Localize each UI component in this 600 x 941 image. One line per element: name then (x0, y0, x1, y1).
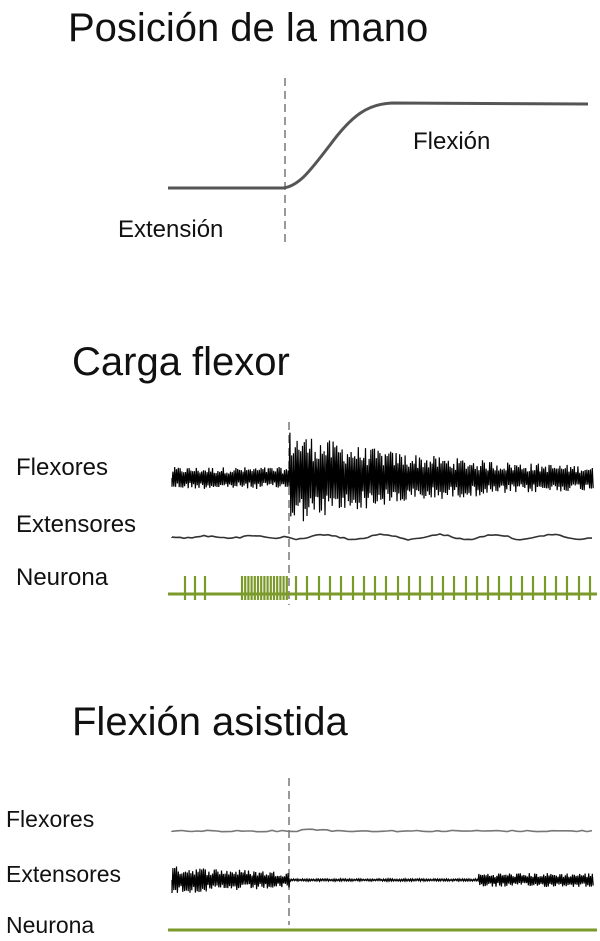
s2-extensores-trace (171, 533, 592, 541)
s2-neurona-label: Neurona (16, 564, 109, 591)
hand-position-title: Posición de la mano (68, 6, 429, 50)
s2-neuron-spikes (183, 576, 592, 600)
s3-extensores-label: Extensores (6, 861, 122, 887)
s2-flexores-trace (171, 432, 594, 522)
s3-flexores-label: Flexores (6, 806, 95, 832)
assisted-flexion-title: Flexión asistida (72, 700, 348, 744)
s2-flexores-label: Flexores (16, 454, 109, 481)
s2-extensores-label: Extensores (16, 511, 137, 538)
s3-extensores-trace (171, 866, 594, 894)
flexor-load-title: Carga flexor (72, 340, 290, 384)
s3-neurona-label: Neurona (6, 912, 95, 938)
s3-flexores-trace (171, 828, 593, 833)
hand-position-curve (168, 101, 589, 190)
flexion-label: Flexión (413, 128, 491, 155)
extension-label: Extensión (118, 216, 224, 243)
